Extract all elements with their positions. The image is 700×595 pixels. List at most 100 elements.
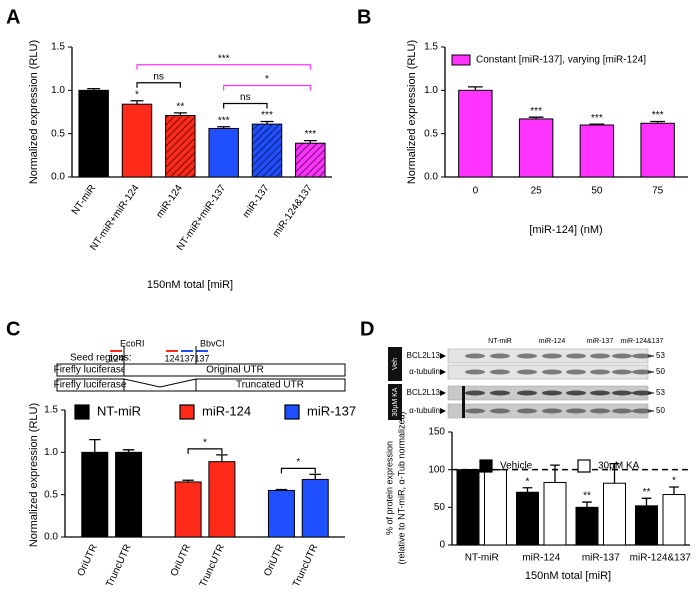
error-bar: [650, 120, 665, 124]
band: [612, 369, 632, 375]
significance-label: **: [583, 491, 591, 502]
legend-label: miR-124: [202, 403, 251, 418]
arrow: [440, 390, 446, 396]
bar: [301, 478, 329, 538]
splice-mark: [462, 386, 465, 418]
band: [632, 369, 652, 375]
panel-letter: D: [360, 318, 374, 340]
y-axis-label: Normalized expression (RLU): [406, 40, 418, 184]
legend-swatch: [479, 459, 493, 473]
y-axis-label: (relative to NT-miR, α-Tub normalized): [396, 412, 406, 565]
seed-label: 124: [164, 353, 179, 363]
x-tick-label: miR-137: [241, 183, 272, 221]
y-tick-label: 100: [428, 464, 445, 475]
legend-swatch: [577, 459, 591, 473]
x-tick-label: miR-137: [582, 553, 620, 564]
significance-label: *: [672, 476, 676, 487]
significance-label: ***: [304, 129, 316, 140]
seed-label: Seed regions:: [70, 353, 132, 364]
lane-label: miR-124&137: [621, 338, 664, 345]
error-bar: [641, 497, 652, 506]
panel-letter: B: [357, 6, 371, 28]
error-bar: [216, 454, 228, 462]
x-tick-label: OriUTR: [169, 543, 193, 578]
lane-label: miR-137: [587, 338, 614, 345]
bracket: [223, 84, 311, 91]
utr-label: Original UTR: [206, 365, 264, 376]
y-tick-label: 0.5: [44, 489, 58, 500]
band: [542, 369, 562, 375]
error-bar: [522, 487, 533, 493]
y-tick-label: 0.5: [51, 128, 65, 139]
bar: [579, 124, 615, 178]
error-bar: [528, 116, 544, 119]
bracket: [187, 448, 223, 454]
seed-label: 137: [179, 353, 194, 363]
y-tick-label: 150: [428, 427, 445, 438]
bracket-label: ***: [218, 53, 230, 64]
gene-box: [56, 378, 125, 392]
band: [465, 353, 485, 359]
band: [517, 369, 537, 375]
bracket: [136, 64, 311, 70]
significance-label: ***: [591, 113, 603, 124]
y-tick-label: 1.5: [424, 42, 438, 53]
band: [632, 353, 652, 359]
x-tick-label: OriUTR: [76, 543, 100, 578]
protein-label: BCL2L13: [407, 351, 441, 360]
legend-swatch: [179, 404, 195, 420]
x-tick-label: NT-miR+miR-124: [88, 183, 142, 253]
error-bar: [130, 100, 144, 105]
band: [590, 390, 610, 396]
arrow: [440, 408, 446, 414]
legend-swatch: [451, 54, 471, 66]
error-bar: [122, 449, 135, 453]
bracket-label: *: [203, 438, 207, 449]
panel-letter: C: [6, 318, 20, 340]
band: [590, 353, 610, 359]
utr-label: Truncated UTR: [236, 380, 304, 391]
bar: [121, 103, 153, 178]
legend-swatch: [74, 404, 90, 420]
band: [590, 369, 610, 375]
bar: [165, 114, 196, 178]
bar: [662, 494, 686, 546]
bar: [81, 451, 109, 538]
band: [517, 390, 537, 396]
band: [612, 408, 632, 414]
x-axis-label: 150nM total [miR]: [147, 279, 233, 291]
bar: [174, 481, 202, 538]
protein-label: α-tubulin: [409, 406, 440, 415]
band: [590, 408, 610, 414]
utr-box: [195, 378, 346, 392]
band: [490, 408, 510, 414]
panel-letter: A: [6, 6, 20, 28]
bar: [251, 123, 283, 178]
bracket-label: *: [296, 457, 300, 468]
band: [465, 369, 485, 375]
significance-label: **: [176, 102, 184, 113]
x-tick-label: miR-124: [522, 553, 560, 564]
band: [517, 353, 537, 359]
condition-box: [388, 347, 402, 381]
bar: [635, 505, 658, 546]
band: [566, 369, 586, 375]
band: [465, 390, 485, 396]
mw-label: 53: [656, 388, 665, 397]
bracket-label: ns: [240, 92, 251, 103]
mw-label: 50: [656, 367, 665, 376]
bar: [115, 451, 143, 538]
y-tick-label: 1.0: [44, 447, 58, 458]
error-bar: [589, 123, 605, 125]
legend-swatch: [284, 404, 300, 420]
bar: [543, 481, 567, 546]
x-axis-label: 150nM total [miR]: [525, 570, 611, 582]
x-axis-label: [miR-124] (nM): [529, 224, 602, 236]
bar: [456, 469, 480, 546]
band: [490, 390, 510, 396]
significance-label: ***: [218, 115, 230, 126]
arrow: [440, 353, 446, 359]
y-tick-label: 1.5: [44, 405, 58, 416]
band: [566, 353, 586, 359]
significance-label: *: [135, 89, 139, 100]
